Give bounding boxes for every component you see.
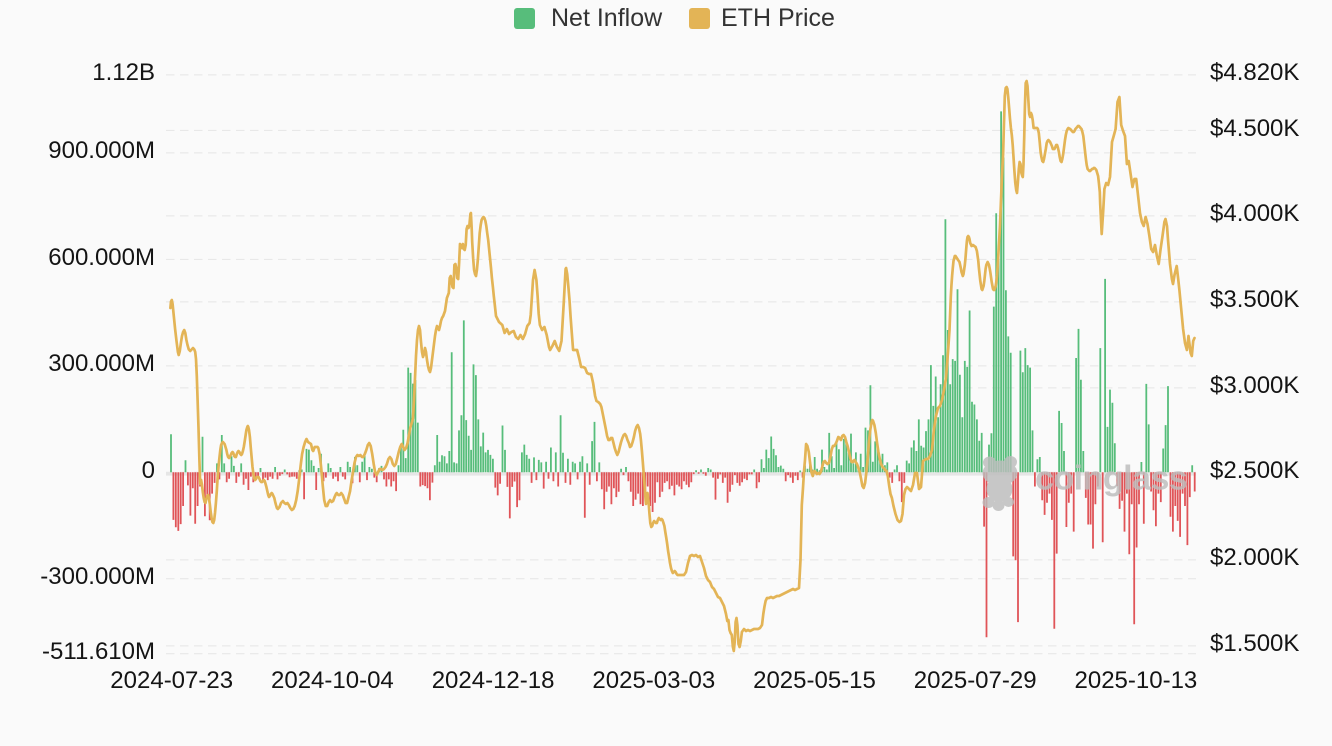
svg-text:coinglass: coinglass (1035, 460, 1187, 498)
